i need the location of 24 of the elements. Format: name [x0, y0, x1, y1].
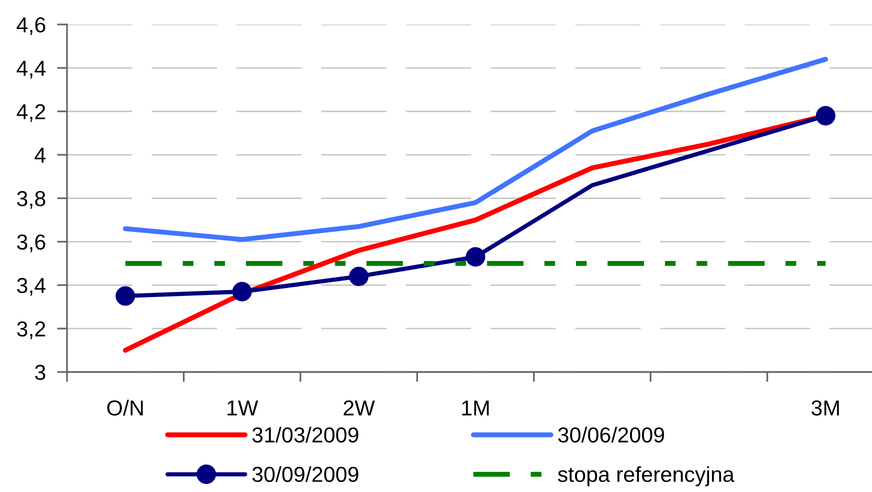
x-tick-label: 1M	[462, 400, 489, 416]
x-tick-label: O/N	[107, 400, 143, 416]
legend-label: 30/09/2009	[252, 466, 358, 482]
legend-label: 30/06/2009	[558, 426, 664, 443]
y-tick-label: 4,2	[16, 104, 46, 122]
y-tick-label: 3,4	[17, 278, 46, 296]
point	[116, 286, 136, 306]
y-tick-label: 3,6	[17, 234, 46, 252]
legend-label: stopa referencyjna	[558, 466, 734, 486]
y-tick-label: 3,8	[17, 191, 46, 209]
y-tick-label: 3	[35, 364, 46, 380]
point	[232, 282, 252, 302]
point	[349, 266, 369, 286]
point	[816, 106, 836, 126]
y-tick-label: 4,6	[16, 17, 46, 36]
y-tick-label: 4	[34, 148, 46, 163]
x-tick-label: 2W	[344, 400, 375, 416]
line-series	[122, 56, 828, 242]
point	[466, 247, 486, 267]
x-tick-label: 1W	[228, 400, 258, 416]
y-tick-label: 3,2	[17, 321, 46, 340]
y-tick-label: 4,4	[16, 60, 46, 78]
legend-label: 31/03/2009	[252, 426, 358, 443]
x-tick-label: 3M	[812, 400, 839, 416]
